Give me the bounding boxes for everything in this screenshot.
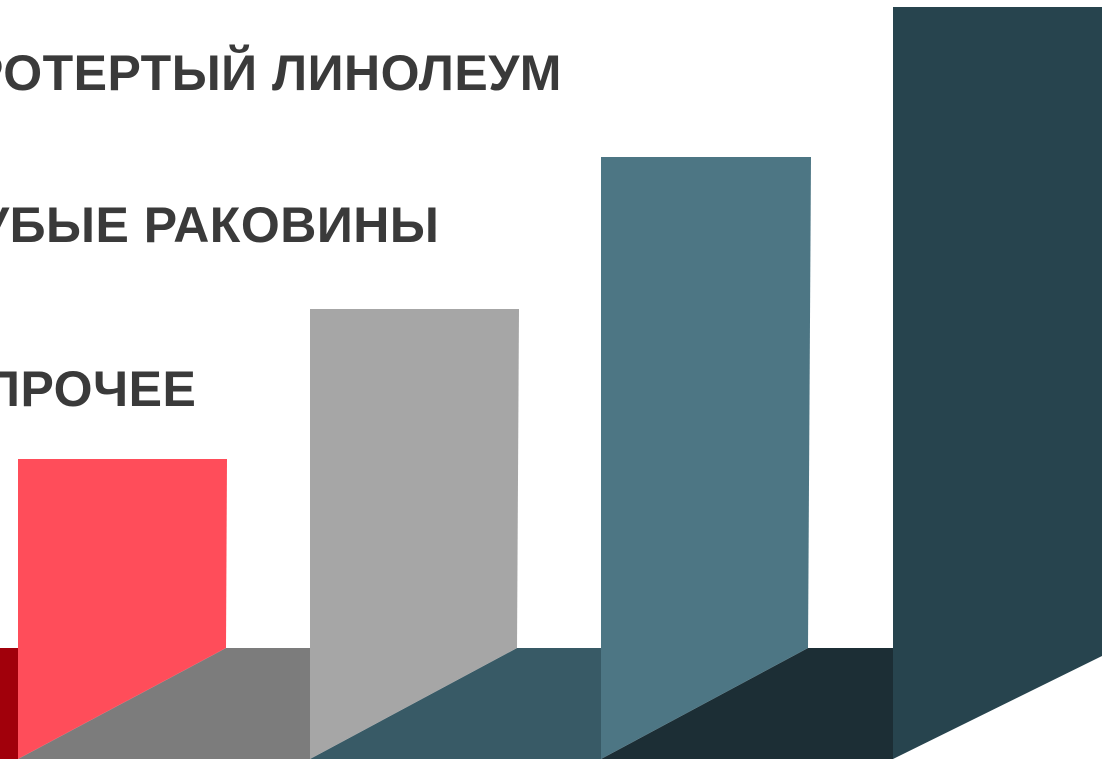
red-step	[18, 459, 227, 759]
teal-step-shadow	[310, 648, 601, 759]
dark-step-shadow	[601, 648, 893, 759]
gray-step	[310, 309, 519, 759]
dark-step	[893, 7, 1102, 759]
gray-step-shadow	[18, 648, 310, 759]
label-worn-linoleum: РОТЕРТЫЙ ЛИНОЛЕУМ	[0, 45, 562, 101]
teal-step	[601, 157, 811, 759]
label-rough-sinks: УБЫЕ РАКОВИНЫ	[0, 197, 440, 253]
red-step-base	[0, 648, 18, 759]
label-other: ПРОЧЕЕ	[0, 361, 197, 417]
